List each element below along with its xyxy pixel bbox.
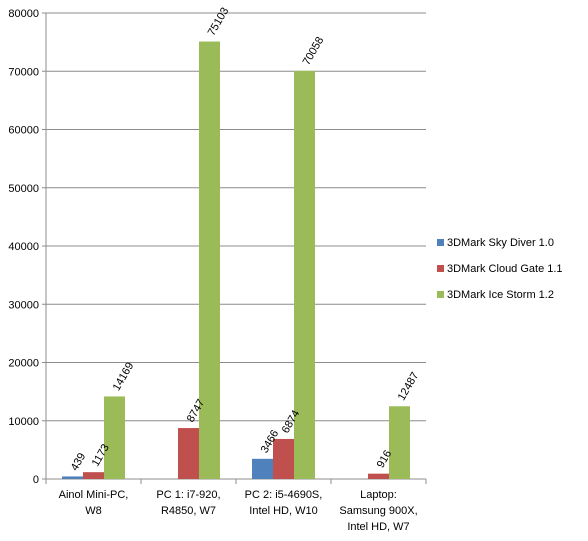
category-labels: Ainol Mini-PC, W8 PC 1: i7-920, R4850, W7 PC… [59, 489, 418, 533]
legend-swatch [437, 291, 444, 298]
data-label: 70058 [301, 35, 327, 67]
bar [62, 476, 83, 479]
bar [273, 438, 294, 479]
y-tick-label: 50000 [8, 183, 39, 195]
y-tick-label: 10000 [8, 416, 39, 428]
bar [199, 41, 220, 479]
y-tick-label: 40000 [8, 241, 39, 253]
category-label: PC 1: i7-920, R4850, W7 [156, 489, 220, 517]
legend-entry: 3DMark Sky Diver 1.0 [447, 237, 554, 249]
bars [62, 41, 410, 480]
data-label: 14169 [111, 360, 137, 392]
bar [104, 396, 125, 479]
legend-swatch [437, 239, 444, 246]
axes [42, 12, 427, 484]
bar [368, 473, 389, 479]
y-tick-label: 20000 [8, 358, 39, 370]
bar [294, 70, 315, 480]
y-tick-label: 80000 [8, 8, 39, 20]
gridlines [46, 12, 426, 422]
y-tick-label: 0 [33, 474, 39, 486]
bar [389, 406, 410, 479]
legend-swatch [437, 265, 444, 272]
bar [178, 428, 199, 479]
bar [83, 472, 104, 479]
data-label: 439 [69, 451, 89, 473]
bar [252, 458, 273, 479]
category-label: PC 2: i5-4690S, Intel HD, W10 [245, 489, 323, 517]
category-label: Laptop: Samsung 900X, Intel HD, W7 [339, 489, 417, 533]
data-label: 12487 [396, 370, 422, 402]
y-tick-labels: 0 10000 20000 30000 40000 50000 60000 70000 8000… [8, 8, 39, 486]
data-label: 75103 [206, 6, 232, 38]
y-tick-label: 30000 [8, 299, 39, 311]
legend-entry: 3DMark Cloud Gate 1.1 [447, 263, 563, 275]
legend-entry: 3DMark Ice Storm 1.2 [447, 289, 554, 301]
y-tick-label: 70000 [8, 66, 39, 78]
category-label: Ainol Mini-PC, W8 [59, 489, 129, 517]
y-tick-label: 60000 [8, 125, 39, 137]
legend: 3DMark Sky Diver 1.0 3DMark Cloud Gate 1.… [437, 237, 563, 301]
